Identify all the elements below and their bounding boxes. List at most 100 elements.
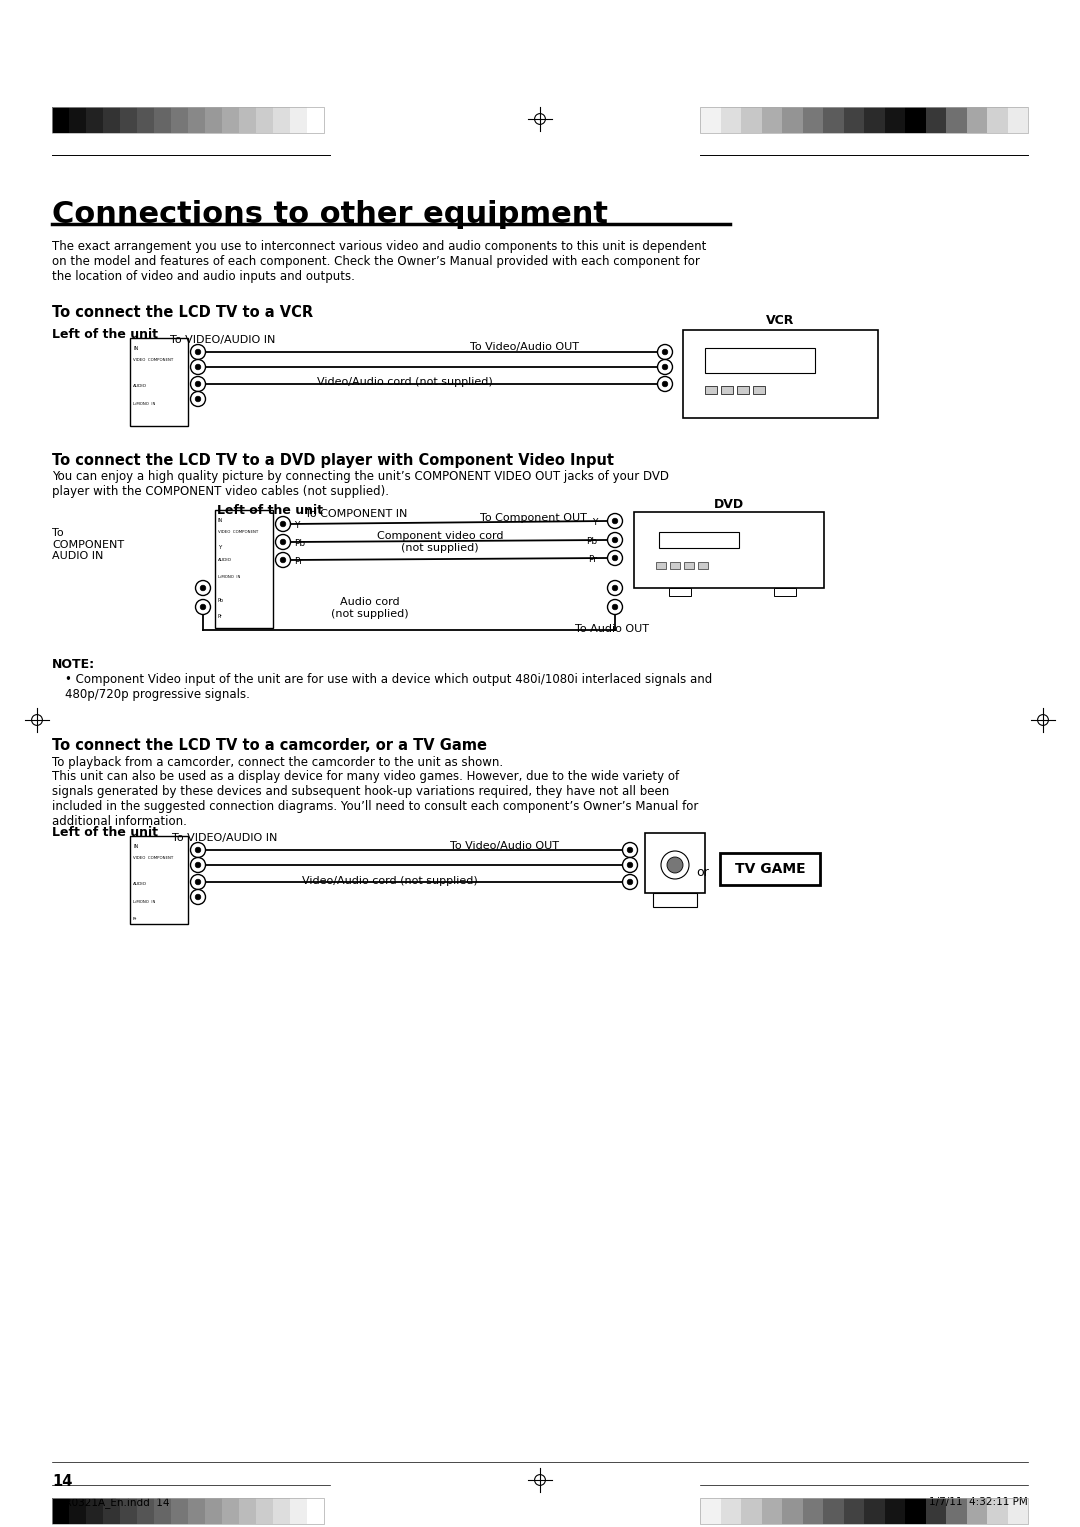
Text: 1/7/11  4:32:11 PM: 1/7/11 4:32:11 PM: [929, 1496, 1028, 1507]
Text: (not supplied): (not supplied): [401, 544, 478, 553]
Circle shape: [658, 345, 673, 359]
Circle shape: [612, 556, 618, 560]
Bar: [684, 562, 694, 570]
Bar: [69, 107, 86, 133]
Text: DVD: DVD: [714, 498, 744, 512]
Text: VIDEO  COMPONENT: VIDEO COMPONENT: [133, 357, 173, 362]
Bar: [885, 1498, 905, 1524]
Bar: [669, 588, 691, 596]
Text: Pr: Pr: [133, 918, 137, 921]
Text: IN: IN: [218, 518, 224, 524]
Text: Pb: Pb: [218, 599, 224, 603]
Bar: [700, 107, 720, 133]
Bar: [120, 107, 137, 133]
Text: The exact arrangement you use to interconnect various video and audio components: The exact arrangement you use to interco…: [52, 240, 706, 282]
Text: To playback from a camcorder, connect the camcorder to the unit as shown.: To playback from a camcorder, connect th…: [52, 756, 503, 770]
Bar: [782, 1498, 802, 1524]
Circle shape: [658, 377, 673, 391]
Circle shape: [667, 857, 683, 873]
Bar: [946, 1498, 967, 1524]
Text: AUDIO: AUDIO: [133, 383, 147, 388]
Circle shape: [275, 553, 291, 568]
Bar: [171, 1498, 188, 1524]
Bar: [720, 1498, 741, 1524]
Circle shape: [658, 359, 673, 374]
Bar: [256, 1498, 273, 1524]
Text: Left of the unit: Left of the unit: [52, 328, 158, 341]
Text: AUDIO: AUDIO: [133, 883, 147, 886]
Bar: [741, 107, 761, 133]
Circle shape: [280, 557, 286, 563]
Bar: [171, 107, 188, 133]
Text: AUDIO: AUDIO: [218, 557, 232, 562]
Bar: [864, 107, 885, 133]
Text: Y: Y: [592, 518, 597, 527]
Bar: [52, 1498, 324, 1524]
Circle shape: [627, 847, 633, 852]
Circle shape: [195, 863, 201, 867]
Bar: [86, 107, 103, 133]
Text: To connect the LCD TV to a camcorder, or a TV Game: To connect the LCD TV to a camcorder, or…: [52, 738, 487, 753]
Bar: [967, 1498, 987, 1524]
Circle shape: [662, 365, 667, 370]
Bar: [802, 1498, 823, 1524]
Text: VIDEO  COMPONENT: VIDEO COMPONENT: [218, 530, 258, 534]
Text: To COMPONENT IN: To COMPONENT IN: [305, 508, 407, 519]
Bar: [864, 1498, 885, 1524]
Text: L/MONO  IN: L/MONO IN: [133, 899, 156, 904]
Bar: [653, 893, 697, 907]
Circle shape: [195, 365, 201, 370]
Text: Pb: Pb: [294, 539, 306, 548]
Bar: [885, 107, 905, 133]
Bar: [273, 1498, 291, 1524]
Bar: [154, 107, 171, 133]
Circle shape: [275, 534, 291, 550]
Text: Y: Y: [294, 521, 299, 530]
Circle shape: [190, 858, 205, 872]
Text: This unit can also be used as a display device for many video games. However, du: This unit can also be used as a display …: [52, 770, 699, 828]
Circle shape: [195, 350, 201, 354]
Circle shape: [195, 880, 201, 884]
Circle shape: [190, 875, 205, 890]
Circle shape: [275, 516, 291, 531]
Bar: [802, 107, 823, 133]
Bar: [753, 386, 765, 394]
Bar: [720, 107, 741, 133]
Circle shape: [622, 858, 637, 872]
Text: (not supplied): (not supplied): [332, 609, 409, 618]
Circle shape: [662, 382, 667, 386]
Text: Pr: Pr: [294, 557, 303, 567]
Circle shape: [622, 875, 637, 890]
Text: Left of the unit: Left of the unit: [217, 504, 323, 518]
Circle shape: [662, 350, 667, 354]
Bar: [987, 107, 1008, 133]
Text: L/MONO  IN: L/MONO IN: [133, 402, 156, 406]
Bar: [634, 512, 824, 588]
Text: To connect the LCD TV to a VCR: To connect the LCD TV to a VCR: [52, 305, 313, 321]
Text: To Component OUT: To Component OUT: [480, 513, 586, 524]
Circle shape: [612, 585, 618, 591]
Bar: [741, 1498, 761, 1524]
Bar: [307, 107, 324, 133]
Bar: [222, 1498, 239, 1524]
Bar: [137, 107, 154, 133]
Text: To
COMPONENT
AUDIO IN: To COMPONENT AUDIO IN: [52, 528, 124, 562]
Bar: [239, 107, 256, 133]
Text: To Video/Audio OUT: To Video/Audio OUT: [450, 841, 559, 851]
Circle shape: [195, 395, 201, 402]
Text: To connect the LCD TV to a DVD player with Component Video Input: To connect the LCD TV to a DVD player wi…: [52, 454, 615, 467]
Text: Video/Audio cord (not supplied): Video/Audio cord (not supplied): [302, 876, 477, 886]
Bar: [130, 835, 188, 924]
Circle shape: [627, 863, 633, 867]
Bar: [52, 1498, 69, 1524]
Bar: [700, 1498, 1028, 1524]
Bar: [52, 107, 69, 133]
Bar: [120, 1498, 137, 1524]
Text: 14: 14: [52, 1474, 72, 1489]
Circle shape: [195, 895, 201, 899]
Bar: [761, 1498, 782, 1524]
Text: VCR: VCR: [766, 315, 794, 327]
Bar: [987, 1498, 1008, 1524]
Circle shape: [200, 585, 206, 591]
Circle shape: [607, 551, 622, 565]
